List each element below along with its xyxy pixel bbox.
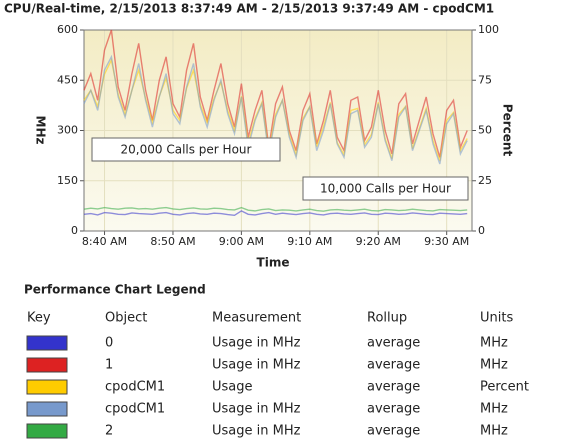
series-line [83,29,468,158]
legend-cell: Usage in MHz [212,336,301,351]
x-axis-label: Time [257,256,290,270]
legend-cell: MHz [480,402,508,417]
y-axis-label: MHz [34,116,48,145]
y2-tick-label: 75 [478,73,492,86]
x-tick-label: 8:50 AM [150,235,195,248]
legend-object: 2 [105,424,113,439]
legend-cell: average [367,402,420,417]
legend-object: cpodCM1 [105,380,165,395]
plot-frame [83,29,473,232]
y2-tick-label: 0 [478,224,485,237]
legend-object: 1 [105,358,113,373]
annotation: 10,000 Calls per Hour [320,182,451,196]
legend-swatch [26,357,68,373]
chart-title: CPU/Real-time, 2/15/2013 8:37:49 AM - 2/… [4,2,494,16]
annotation: 20,000 Calls per Hour [121,143,252,157]
legend-cell: Usage [212,380,253,395]
legend-header: Units [480,311,513,326]
y2-tick-label: 25 [478,174,492,187]
legend-cell: Usage in MHz [212,424,301,439]
y-tick-label: 150 [57,174,78,187]
series-line [83,58,468,161]
legend-object: 0 [105,336,113,351]
annotation-box [91,137,281,162]
legend-cell: MHz [480,336,508,351]
x-tick-label: 9:10 AM [287,235,332,248]
series-line [83,206,468,212]
legend-object: cpodCM1 [105,402,165,417]
y-tick-label: 300 [57,124,78,137]
legend-cell: Usage in MHz [212,358,301,373]
x-tick-label: 9:30 AM [424,235,469,248]
legend-cell: Usage in MHz [212,402,301,417]
legend-cell: MHz [480,358,508,373]
legend-swatch [26,335,68,351]
legend-title: Performance Chart Legend [24,283,206,297]
legend-cell: Percent [480,380,529,395]
y2-tick-label: 100 [478,23,499,36]
x-tick-label: 8:40 AM [82,235,127,248]
y2-tick-label: 50 [478,124,492,137]
annotation-box [302,176,469,201]
x-tick-label: 9:00 AM [219,235,264,248]
legend-cell: average [367,424,420,439]
legend-swatch [26,379,68,395]
legend-header: Rollup [367,311,407,326]
legend-cell: MHz [480,424,508,439]
x-tick-label: 9:20 AM [356,235,401,248]
y-tick-label: 450 [57,73,78,86]
legend-cell: average [367,380,420,395]
legend-header: Measurement [212,311,301,326]
legend-header: Object [105,311,147,326]
legend-swatch [26,401,68,417]
legend-cell: average [367,358,420,373]
series-line [83,54,468,165]
series-line [83,210,468,217]
y-tick-label: 600 [57,23,78,36]
legend-swatch [26,423,68,439]
legend-header: Key [27,311,51,326]
y-tick-label: 0 [71,224,78,237]
legend-cell: average [367,336,420,351]
y2-axis-label: Percent [501,104,515,157]
